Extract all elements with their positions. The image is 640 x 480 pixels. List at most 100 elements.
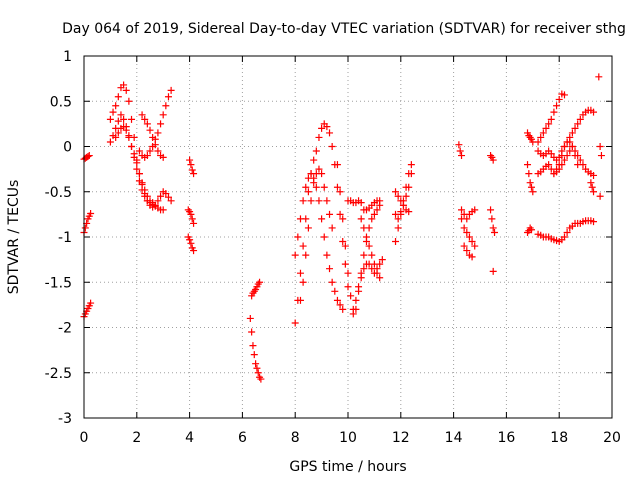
y-tick-label: -1.5: [45, 275, 72, 291]
data-point: [394, 192, 402, 200]
data-point: [312, 183, 320, 191]
data-point: [590, 188, 598, 196]
data-point: [527, 226, 535, 234]
data-point: [328, 143, 336, 150]
data-point: [328, 224, 336, 232]
data-point: [373, 269, 381, 277]
data-point: [489, 224, 497, 232]
data-point: [355, 283, 363, 291]
data-point: [456, 147, 464, 155]
data-point: [138, 179, 146, 187]
data-point: [588, 183, 596, 191]
y-tick-label: 0.5: [50, 94, 72, 110]
series-t9: [246, 314, 265, 383]
y-tick-label: -1: [58, 230, 72, 246]
data-point: [323, 123, 331, 131]
data-point: [568, 129, 576, 137]
data-point: [291, 319, 299, 327]
data-point: [405, 183, 413, 191]
data-point: [392, 210, 400, 218]
data-point: [394, 224, 402, 232]
data-point: [560, 233, 568, 241]
data-point: [125, 133, 133, 141]
data-point: [318, 124, 326, 132]
data-point: [368, 251, 376, 259]
data-point: [125, 97, 133, 105]
data-point: [318, 215, 326, 223]
data-point: [407, 161, 415, 169]
x-tick-label: 16: [497, 430, 515, 446]
data-point: [141, 186, 149, 194]
x-tick-label: 10: [339, 430, 357, 446]
series-t27: [489, 267, 497, 275]
data-point: [465, 233, 473, 241]
data-point: [146, 126, 154, 134]
data-point: [397, 197, 405, 205]
data-point: [164, 193, 172, 201]
data-point: [463, 228, 471, 236]
data-point: [190, 170, 198, 178]
tick-layer: 0 2 4 6 8 10 12 14 16 18 20 -3 -2.5 -2 -1.5 -1 -0.5 0 0.5 1: [45, 49, 621, 446]
y-tick-label: -2.5: [45, 366, 72, 382]
data-point: [571, 124, 579, 132]
data-point: [405, 208, 413, 216]
x-tick-label: 18: [550, 430, 568, 446]
data-point: [128, 143, 136, 150]
x-tick-label: 0: [80, 430, 89, 446]
data-point: [560, 143, 568, 150]
data-point: [299, 242, 307, 250]
data-point: [326, 129, 334, 137]
y-tick-label: -0.5: [45, 185, 72, 201]
data-point: [558, 152, 566, 160]
x-tick-label: 14: [445, 430, 463, 446]
data-point: [326, 265, 334, 273]
data-point: [399, 201, 407, 209]
data-point: [460, 224, 468, 232]
data-point: [587, 179, 595, 187]
series-t37: [595, 73, 605, 160]
data-point: [310, 156, 318, 164]
data-point: [315, 133, 323, 141]
data-point: [112, 102, 120, 110]
data-point: [320, 183, 328, 191]
data-point: [553, 165, 561, 173]
data-point: [362, 233, 370, 241]
series-t22: [458, 215, 479, 250]
data-point: [460, 242, 468, 250]
series-t17: [357, 215, 384, 282]
data-point: [553, 102, 561, 110]
marker-layer: [80, 73, 605, 383]
y-tick-label: -2: [58, 321, 72, 337]
series-t30: [524, 224, 535, 236]
data-point: [368, 215, 376, 223]
data-point: [159, 206, 167, 214]
data-point: [188, 215, 196, 223]
data-point: [190, 219, 198, 227]
series-t13: [296, 165, 336, 304]
data-point: [84, 152, 92, 160]
series-t5: [138, 111, 167, 161]
data-point: [527, 183, 535, 191]
data-point: [312, 147, 320, 155]
series-t35: [550, 138, 582, 178]
data-point: [291, 251, 299, 259]
data-point: [85, 152, 93, 160]
data-point: [117, 111, 125, 119]
data-point: [555, 161, 563, 169]
data-point: [360, 224, 368, 232]
data-point: [246, 314, 254, 322]
data-point: [590, 218, 598, 226]
data-point: [296, 215, 304, 223]
data-point: [133, 165, 141, 173]
data-point: [159, 153, 167, 161]
data-point: [357, 215, 365, 223]
data-point: [302, 251, 310, 259]
data-point: [138, 111, 146, 119]
data-point: [489, 156, 497, 164]
data-point: [187, 161, 195, 169]
data-point: [463, 247, 471, 255]
data-point: [167, 86, 175, 94]
data-point: [576, 156, 584, 164]
data-point: [550, 108, 558, 116]
